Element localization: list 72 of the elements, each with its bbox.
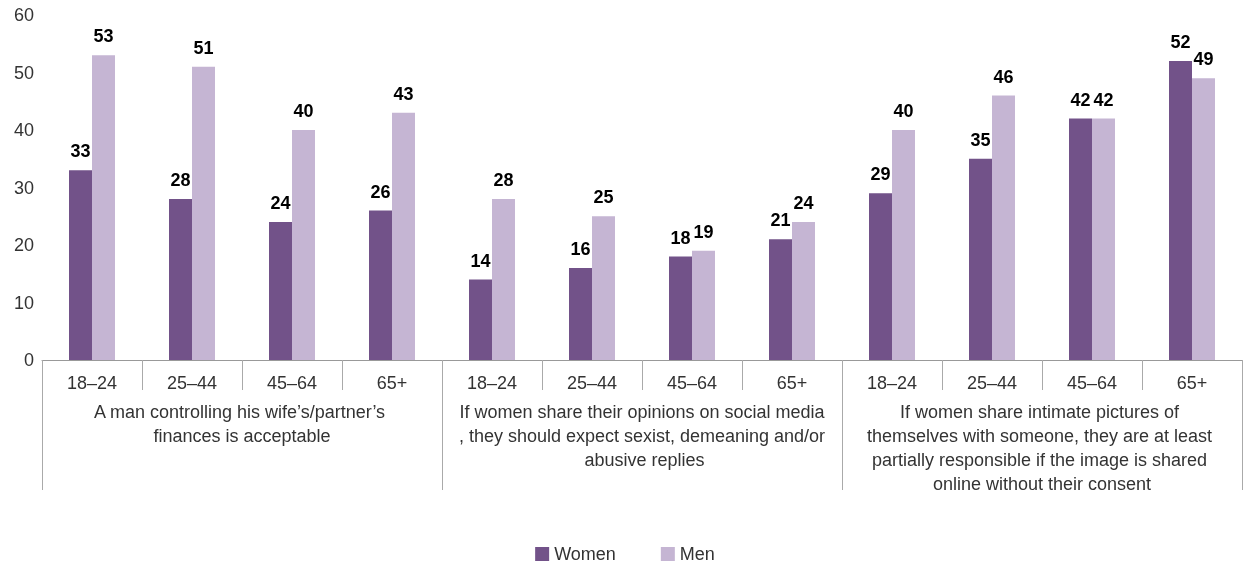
bar (692, 250, 715, 360)
data-label: 25 (593, 187, 614, 208)
data-label: 40 (293, 101, 314, 121)
x-tick-label: 45–64 (266, 373, 318, 393)
y-tick-label: 50 (13, 62, 34, 83)
data-label: 42 (1093, 89, 1114, 110)
data-label: 24 (270, 193, 291, 213)
text: If women share intimate pictures of themselves with someone, they are at least partially responsible if the image is shared online without their consent (866, 402, 1218, 494)
bar (269, 222, 292, 360)
data-label: 28 (493, 170, 514, 190)
bar (292, 130, 315, 360)
x-tick-label: 65+ (1176, 373, 1208, 393)
data-label: 52 (1170, 32, 1191, 52)
bar (1169, 61, 1192, 360)
bar (92, 55, 115, 360)
x-tick-label: 45–64 (1066, 373, 1118, 393)
bar (1069, 118, 1092, 360)
data-label: 16 (570, 239, 591, 259)
bar (192, 66, 215, 360)
data-label: 19 (693, 221, 714, 242)
bar (392, 112, 415, 360)
y-tick-label: 0 (23, 350, 34, 370)
legend-label: Women (554, 544, 616, 564)
x-tick-label: 18–24 (466, 373, 518, 393)
x-tick-label: 18–24 (66, 373, 118, 393)
data-label: 35 (970, 129, 991, 150)
x-tick-label: 65+ (776, 373, 808, 393)
bar (469, 279, 492, 360)
data-label: 53 (93, 26, 114, 47)
bar (592, 216, 615, 360)
bar (792, 222, 815, 360)
data-label: 51 (193, 37, 214, 58)
y-tick-label: 30 (13, 177, 34, 198)
y-tick-label: 40 (13, 120, 34, 140)
x-tick-label: 25–44 (166, 373, 218, 393)
text: A man controlling his wife’s/partner’s finances is acceptable (93, 402, 391, 446)
data-label: 24 (793, 193, 814, 213)
data-label: 42 (1070, 89, 1091, 110)
data-label: 28 (170, 170, 191, 190)
bar (1092, 118, 1115, 360)
data-label: 43 (393, 83, 414, 104)
bar (169, 199, 192, 360)
bar (1192, 78, 1215, 360)
bar (969, 158, 992, 360)
x-tick-label: 45–64 (666, 373, 718, 393)
bar (869, 193, 892, 360)
x-tick-label: 25–44 (566, 373, 618, 393)
legend-label: Men (679, 544, 715, 564)
bar (769, 239, 792, 360)
data-label: 40 (893, 101, 914, 121)
x-tick-label: 65+ (376, 373, 408, 393)
data-label: 26 (370, 181, 391, 202)
data-label: 46 (993, 66, 1014, 87)
data-label: 18 (670, 227, 691, 248)
bar (569, 268, 592, 360)
bar (492, 199, 515, 360)
bar (669, 256, 692, 360)
text: If women share their opinions on social media, they should expect sexist, demeaning and/or abusive replies (458, 402, 826, 470)
data-label: 29 (870, 164, 891, 185)
bar (992, 95, 1015, 360)
y-tick-label: 20 (13, 235, 34, 255)
data-label: 21 (770, 210, 791, 231)
data-label: 33 (70, 141, 91, 162)
bar (369, 210, 392, 360)
x-tick-label: 25–44 (966, 373, 1018, 393)
y-tick-label: 10 (13, 292, 34, 313)
y-tick-label: 60 (13, 5, 34, 25)
x-tick-label: 18–24 (866, 373, 918, 393)
data-label: 14 (470, 250, 491, 271)
data-label: 49 (1193, 49, 1214, 70)
bar (69, 170, 92, 360)
bar (892, 130, 915, 360)
